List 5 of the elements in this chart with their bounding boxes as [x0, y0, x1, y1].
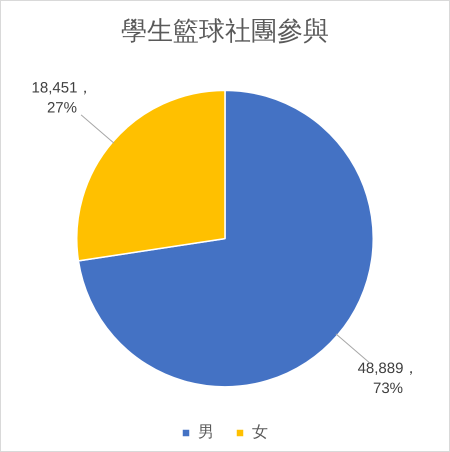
legend-label: 男: [198, 422, 214, 442]
data-label: 48,889， 73%: [358, 360, 418, 397]
data-label: 18,451， 27%: [32, 80, 92, 117]
chart-title: 學生籃球社團參與: [121, 16, 329, 46]
legend-label: 女: [252, 422, 268, 442]
